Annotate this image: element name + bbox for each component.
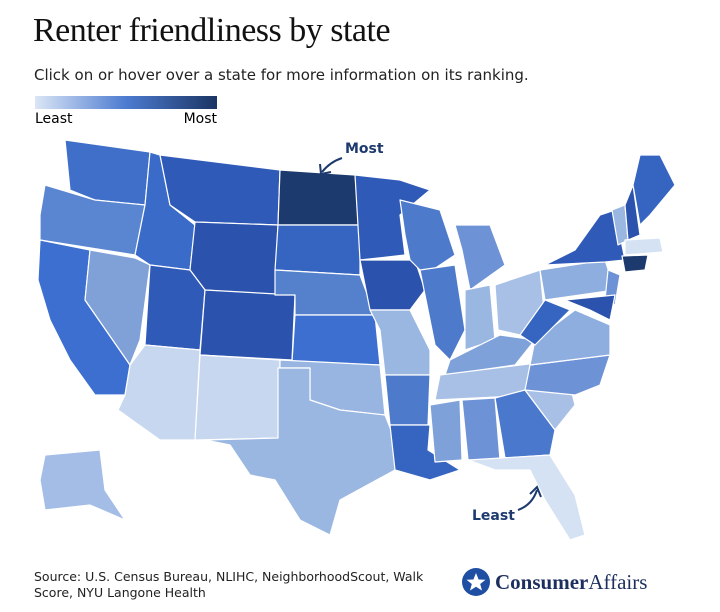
subtitle: Click on or hover over a state for more …: [34, 66, 529, 84]
state[interactable]: [389, 424, 461, 481]
state[interactable]: [359, 259, 426, 311]
state[interactable]: [529, 309, 611, 366]
state[interactable]: [384, 374, 431, 426]
arrow: [321, 157, 343, 173]
state[interactable]: [274, 224, 361, 276]
state[interactable]: [621, 254, 649, 273]
state[interactable]: [467, 454, 586, 541]
states: [37, 139, 676, 541]
logo-bold: Consumer: [495, 570, 588, 594]
legend-low: Least: [35, 111, 73, 127]
legend-high: Most: [184, 111, 218, 127]
state[interactable]: [454, 224, 506, 291]
state[interactable]: [204, 367, 396, 536]
state[interactable]: [429, 399, 463, 463]
state[interactable]: [444, 334, 536, 376]
source: Source: U.S. Census Bureau, NLIHC, Neigh…: [34, 569, 424, 600]
state[interactable]: [39, 449, 126, 521]
state[interactable]: [189, 221, 279, 296]
arrow: [517, 489, 538, 511]
state[interactable]: [564, 294, 616, 321]
state[interactable]: [519, 299, 571, 346]
state[interactable]: [199, 289, 296, 361]
logo-text: ConsumerAffairs: [495, 570, 647, 594]
state[interactable]: [277, 169, 361, 226]
state[interactable]: [84, 249, 151, 366]
logo-light: Affairs: [588, 570, 647, 594]
state[interactable]: [461, 397, 501, 461]
annotation-least: Least: [472, 508, 515, 524]
state[interactable]: [624, 184, 641, 241]
legend-bar: [35, 96, 217, 109]
state[interactable]: [624, 237, 664, 256]
arrow-head: [319, 163, 332, 176]
state[interactable]: [194, 354, 281, 441]
arrow-head: [529, 485, 542, 498]
state[interactable]: [494, 389, 556, 459]
state[interactable]: [144, 264, 206, 351]
state[interactable]: [291, 314, 381, 366]
logo-star: [466, 573, 486, 591]
state[interactable]: [632, 154, 676, 226]
state[interactable]: [539, 259, 616, 301]
title: Renter friendliness by state: [33, 12, 391, 49]
annotation-most: Most: [345, 141, 384, 157]
